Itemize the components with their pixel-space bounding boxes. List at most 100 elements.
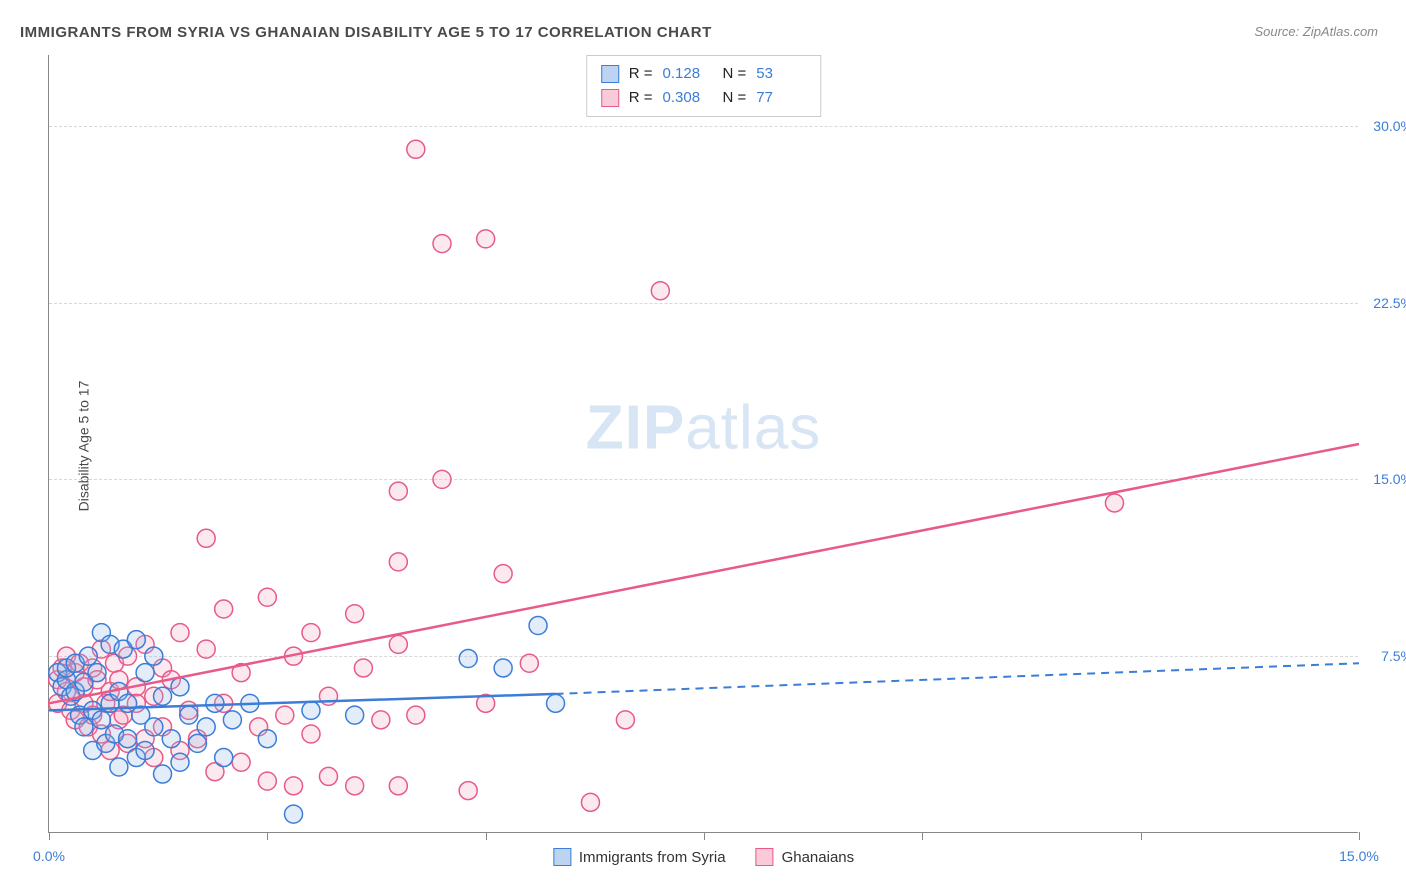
data-point-syria	[92, 711, 110, 729]
y-tick-label: 22.5%	[1373, 295, 1406, 311]
data-point-ghana	[407, 140, 425, 158]
legend-n-value: 77	[756, 86, 806, 110]
data-point-ghana	[346, 605, 364, 623]
legend-r-label: R =	[629, 86, 653, 110]
data-point-ghana	[258, 772, 276, 790]
data-point-ghana	[354, 659, 372, 677]
series-legend-label: Ghanaians	[782, 849, 855, 866]
legend-swatch	[756, 848, 774, 866]
data-point-ghana	[232, 753, 250, 771]
data-point-syria	[127, 631, 145, 649]
data-point-syria	[459, 650, 477, 668]
data-point-syria	[154, 687, 172, 705]
data-point-ghana	[389, 777, 407, 795]
y-tick-label: 7.5%	[1381, 648, 1406, 664]
x-tick	[922, 832, 923, 840]
data-point-ghana	[258, 588, 276, 606]
data-point-syria	[145, 647, 163, 665]
data-point-ghana	[302, 725, 320, 743]
data-point-syria	[302, 701, 320, 719]
data-point-ghana	[389, 553, 407, 571]
data-point-syria	[197, 718, 215, 736]
x-tick	[486, 832, 487, 840]
x-tick	[267, 832, 268, 840]
legend-swatch	[553, 848, 571, 866]
data-point-ghana	[276, 706, 294, 724]
data-point-syria	[136, 664, 154, 682]
source-attribution: Source: ZipAtlas.com	[1254, 24, 1378, 39]
series-legend-item-syria: Immigrants from Syria	[553, 848, 726, 866]
data-point-ghana	[1105, 494, 1123, 512]
data-point-syria	[145, 718, 163, 736]
data-point-syria	[75, 718, 93, 736]
series-legend-label: Immigrants from Syria	[579, 849, 726, 866]
data-point-syria	[346, 706, 364, 724]
trend-line-ghana	[49, 444, 1359, 703]
chart-title: IMMIGRANTS FROM SYRIA VS GHANAIAN DISABI…	[20, 24, 712, 41]
data-point-ghana	[389, 635, 407, 653]
x-tick	[1359, 832, 1360, 840]
data-point-syria	[215, 749, 233, 767]
legend-n-label: N =	[723, 86, 747, 110]
data-point-syria	[162, 730, 180, 748]
data-point-ghana	[197, 640, 215, 658]
data-point-syria	[285, 805, 303, 823]
data-point-ghana	[197, 529, 215, 547]
data-point-syria	[154, 765, 172, 783]
legend-n-label: N =	[723, 62, 747, 86]
data-point-ghana	[459, 782, 477, 800]
data-point-ghana	[520, 654, 538, 672]
legend-swatch	[601, 89, 619, 107]
data-point-ghana	[433, 235, 451, 253]
data-point-ghana	[651, 282, 669, 300]
x-tick	[1141, 832, 1142, 840]
data-point-syria	[119, 730, 137, 748]
trend-line-extrapolated-syria	[556, 663, 1359, 694]
data-point-syria	[494, 659, 512, 677]
y-tick-label: 15.0%	[1373, 471, 1406, 487]
data-point-ghana	[372, 711, 390, 729]
data-point-ghana	[302, 624, 320, 642]
data-point-syria	[188, 734, 206, 752]
data-point-syria	[171, 753, 189, 771]
legend-r-value: 0.128	[663, 62, 713, 86]
series-legend-item-ghana: Ghanaians	[756, 848, 855, 866]
data-point-syria	[180, 706, 198, 724]
data-point-ghana	[407, 706, 425, 724]
x-tick	[704, 832, 705, 840]
data-point-ghana	[285, 777, 303, 795]
legend-n-value: 53	[756, 62, 806, 86]
data-point-syria	[171, 678, 189, 696]
data-point-syria	[547, 694, 565, 712]
data-point-syria	[79, 647, 97, 665]
legend-swatch	[601, 65, 619, 83]
data-point-syria	[258, 730, 276, 748]
data-point-ghana	[346, 777, 364, 795]
data-point-ghana	[581, 793, 599, 811]
correlation-legend-row-ghana: R = 0.308 N = 77	[601, 86, 807, 110]
data-point-ghana	[389, 482, 407, 500]
data-point-ghana	[319, 767, 337, 785]
series-legend: Immigrants from Syria Ghanaians	[553, 848, 854, 866]
data-point-ghana	[215, 600, 233, 618]
data-point-syria	[110, 758, 128, 776]
legend-r-label: R =	[629, 62, 653, 86]
scatter-plot-svg	[49, 55, 1358, 832]
data-point-ghana	[616, 711, 634, 729]
data-point-syria	[529, 617, 547, 635]
y-tick-label: 30.0%	[1373, 118, 1406, 134]
x-tick	[49, 832, 50, 840]
correlation-legend-row-syria: R = 0.128 N = 53	[601, 62, 807, 86]
x-tick-label: 0.0%	[33, 848, 65, 864]
data-point-syria	[88, 664, 106, 682]
data-point-syria	[223, 711, 241, 729]
data-point-syria	[206, 694, 224, 712]
data-point-ghana	[494, 565, 512, 583]
data-point-ghana	[171, 624, 189, 642]
data-point-ghana	[433, 470, 451, 488]
legend-r-value: 0.308	[663, 86, 713, 110]
chart-plot-area: ZIPatlas 7.5%15.0%22.5%30.0% 0.0%15.0% R…	[48, 55, 1358, 833]
correlation-legend: R = 0.128 N = 53 R = 0.308 N = 77	[586, 55, 822, 117]
x-tick-label: 15.0%	[1339, 848, 1379, 864]
data-point-ghana	[477, 230, 495, 248]
